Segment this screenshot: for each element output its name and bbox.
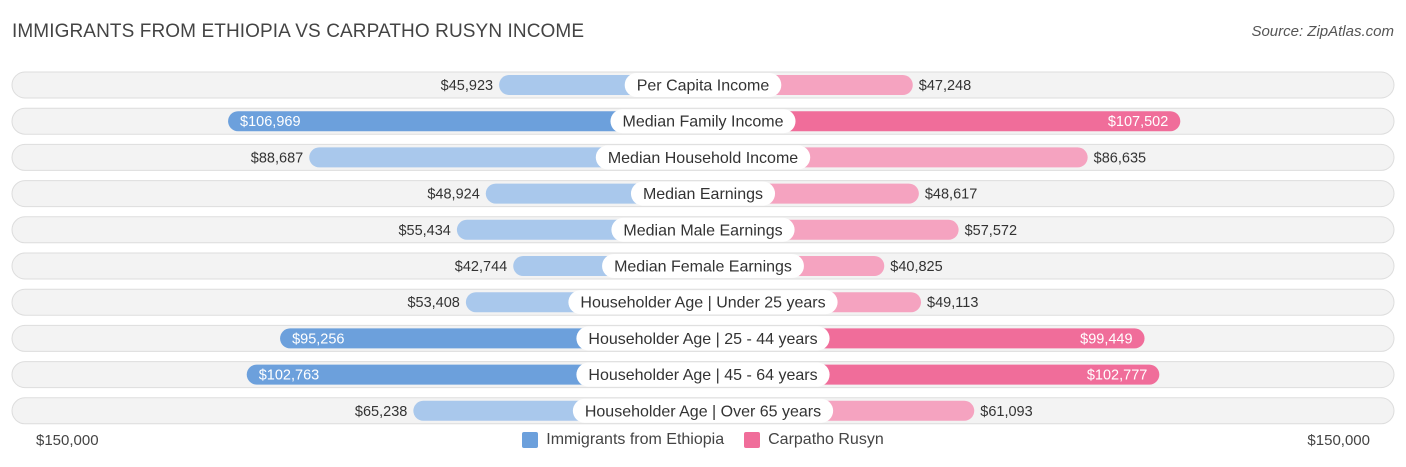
value-label-ethiopia: $88,687 xyxy=(251,150,303,166)
bar-carpatho-rusyn xyxy=(703,111,1181,132)
legend: Immigrants from Ethiopia Carpatho Rusyn xyxy=(0,431,1406,449)
category-pill xyxy=(602,254,804,278)
value-label-ethiopia: $42,744 xyxy=(455,259,507,275)
legend-swatch-carpatho-rusyn xyxy=(744,432,761,448)
value-label-ethiopia: $55,434 xyxy=(398,223,450,239)
category-label: Householder Age | 25 - 44 years xyxy=(588,331,817,348)
category-label: Median Family Income xyxy=(623,114,784,131)
value-label-ethiopia: $95,256 xyxy=(292,331,344,347)
category-label: Householder Age | 45 - 64 years xyxy=(588,367,817,384)
value-label-carpatho-rusyn: $47,248 xyxy=(919,78,971,94)
category-pill xyxy=(568,290,838,315)
category-label: Median Male Earnings xyxy=(623,222,782,239)
legend-item-ethiopia: Immigrants from Ethiopia xyxy=(522,431,724,449)
value-label-carpatho-rusyn: $102,777 xyxy=(1087,368,1147,384)
axis-right-label: $150,000 xyxy=(1307,432,1370,449)
category-label: Householder Age | Under 25 years xyxy=(580,295,825,312)
category-pill xyxy=(595,145,811,170)
value-label-carpatho-rusyn: $99,449 xyxy=(1080,331,1132,347)
category-pill xyxy=(610,109,796,134)
value-label-ethiopia: $53,408 xyxy=(407,295,459,311)
category-label: Median Earnings xyxy=(643,186,763,203)
category-pill xyxy=(576,326,830,351)
bar-ethiopia xyxy=(228,111,704,132)
category-label: Median Household Income xyxy=(608,150,798,167)
legend-label-ethiopia: Immigrants from Ethiopia xyxy=(546,431,725,448)
value-label-ethiopia: $45,923 xyxy=(441,78,493,94)
value-label-carpatho-rusyn: $49,113 xyxy=(927,295,978,311)
category-pill xyxy=(624,73,782,97)
category-pill xyxy=(572,398,834,423)
value-label-ethiopia: $102,763 xyxy=(259,368,319,384)
legend-label-carpatho-rusyn: Carpatho Rusyn xyxy=(768,431,884,448)
value-label-carpatho-rusyn: $40,825 xyxy=(890,259,942,275)
category-label: Median Female Earnings xyxy=(614,259,792,276)
value-label-ethiopia: $106,969 xyxy=(240,114,300,130)
axis-left-label: $150,000 xyxy=(36,432,99,449)
value-label-carpatho-rusyn: $48,617 xyxy=(925,187,977,203)
category-label: Householder Age | Over 65 years xyxy=(585,403,821,420)
value-label-carpatho-rusyn: $107,502 xyxy=(1108,114,1168,130)
chart-title: IMMIGRANTS FROM ETHIOPIA VS CARPATHO RUS… xyxy=(12,21,585,42)
legend-swatch-ethiopia xyxy=(522,432,539,448)
category-pill xyxy=(611,217,795,242)
category-pill xyxy=(576,362,830,387)
value-label-carpatho-rusyn: $86,635 xyxy=(1094,150,1146,166)
value-label-ethiopia: $65,238 xyxy=(355,404,407,420)
category-label: Per Capita Income xyxy=(637,78,770,95)
source-credit: Source: ZipAtlas.com xyxy=(1251,23,1394,40)
income-comparison-chart: $45,923 $47,248 Per Capita Income $106,969 $… xyxy=(11,71,1395,425)
value-label-ethiopia: $48,924 xyxy=(427,187,479,203)
value-label-carpatho-rusyn: $61,093 xyxy=(980,404,1032,420)
value-label-carpatho-rusyn: $57,572 xyxy=(965,223,1017,239)
category-pill xyxy=(630,181,776,206)
legend-item-carpatho-rusyn: Carpatho Rusyn xyxy=(744,431,884,449)
